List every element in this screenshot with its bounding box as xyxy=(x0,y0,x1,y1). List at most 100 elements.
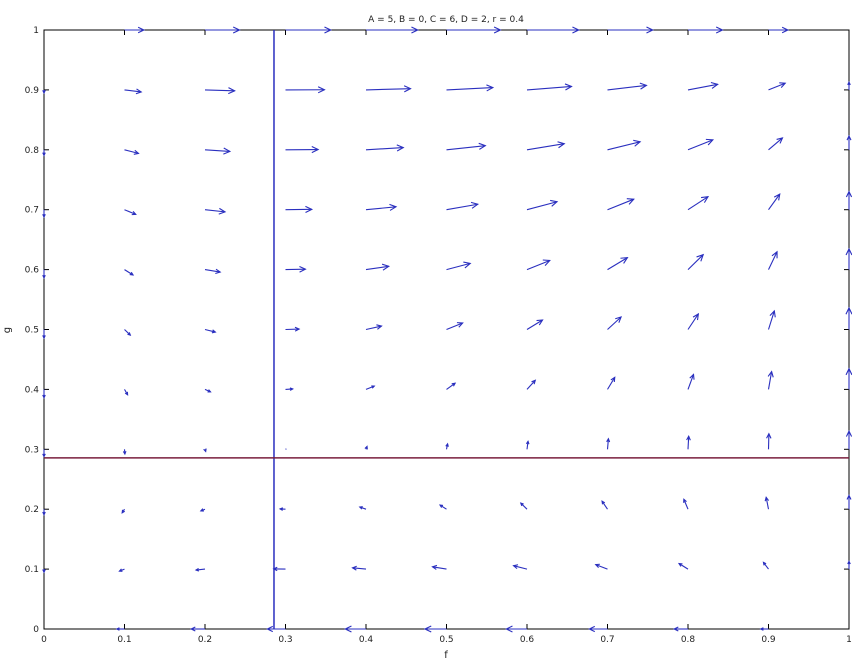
vector-field xyxy=(42,26,852,633)
arrow-head xyxy=(129,271,135,276)
arrow-shaft xyxy=(768,82,786,91)
arrow-head xyxy=(626,198,635,205)
arrow-shaft xyxy=(687,254,704,270)
vector-arrow xyxy=(847,560,851,570)
vector-arrow xyxy=(351,565,367,571)
vector-arrow xyxy=(764,496,770,510)
arrow-shaft xyxy=(526,259,550,271)
arrow-head xyxy=(505,625,513,633)
arrow-head xyxy=(493,26,502,34)
x-tick-label: 0 xyxy=(41,635,47,645)
arrow-shaft xyxy=(526,201,558,211)
arrow-head xyxy=(700,195,710,203)
arrow-head xyxy=(42,569,46,574)
arrow-shaft xyxy=(683,499,689,510)
vector-arrow xyxy=(607,316,623,330)
arrow-head xyxy=(845,247,852,256)
arrow-head xyxy=(317,86,326,94)
vector-arrow xyxy=(446,322,464,331)
x-tick-label: 0.1 xyxy=(117,635,131,645)
arrow-shaft xyxy=(124,329,131,336)
arrow-head xyxy=(218,207,227,215)
arrow-head xyxy=(371,385,376,389)
vector-arrow xyxy=(527,26,581,34)
vector-arrow xyxy=(767,370,774,390)
vector-arrow xyxy=(285,205,314,213)
arrow-head xyxy=(364,445,368,450)
arrow-shaft xyxy=(687,83,718,91)
vector-arrow xyxy=(344,625,366,633)
vector-arrow xyxy=(526,259,551,271)
arrow-shaft xyxy=(124,149,139,154)
arrow-head xyxy=(289,387,295,391)
plot-area: 0 0.1 0.2 0.3 0.4 0.5 0.6 0.7 0.8 0.9 1 0 0.1 0.2 0.3 0… xyxy=(25,26,852,645)
vector-arrow xyxy=(687,195,710,211)
arrow-head xyxy=(847,80,851,86)
arrow-head xyxy=(324,26,333,34)
arrow-head xyxy=(215,268,222,275)
vector-arrow xyxy=(767,309,776,330)
vector-arrow xyxy=(446,26,502,34)
arrow-head xyxy=(203,448,207,453)
arrow-head xyxy=(646,26,655,34)
arrow-shaft xyxy=(124,89,142,93)
vector-arrow xyxy=(588,625,608,633)
y-axis-label: g xyxy=(2,327,13,333)
vector-arrow xyxy=(526,379,537,390)
arrow-shaft xyxy=(124,209,136,215)
vector-arrow xyxy=(365,324,383,331)
arrow-head xyxy=(601,500,606,505)
vector-arrow xyxy=(768,137,784,151)
arrow-shaft xyxy=(520,502,528,510)
arrow-head xyxy=(42,274,46,280)
vector-arrow xyxy=(365,203,398,211)
vector-arrow xyxy=(203,448,207,453)
arrow-head xyxy=(228,87,236,95)
arrow-shaft xyxy=(606,438,609,450)
x-tick-label: 0.6 xyxy=(520,635,535,645)
vector-arrow xyxy=(445,442,449,450)
arrow-shaft xyxy=(687,196,709,211)
arrow-head xyxy=(42,453,46,458)
vector-arrow xyxy=(768,26,790,34)
vector-arrow xyxy=(124,329,132,336)
arrow-head xyxy=(115,627,120,631)
vector-arrow xyxy=(607,139,642,151)
vector-arrow xyxy=(285,387,295,391)
arrow-head xyxy=(403,85,412,93)
arrow-head xyxy=(445,442,449,447)
vector-arrow xyxy=(124,26,146,34)
vector-arrow xyxy=(42,449,46,458)
vector-arrow xyxy=(204,147,232,155)
vector-arrow xyxy=(199,508,206,512)
y-tick-label: 0.2 xyxy=(25,505,39,515)
arrow-shaft xyxy=(352,567,367,570)
vector-arrow xyxy=(606,437,611,450)
arrow-head xyxy=(696,253,705,262)
arrow-shaft xyxy=(607,257,628,271)
arrow-shaft xyxy=(607,316,622,330)
vector-arrow xyxy=(607,376,616,390)
arrow-shaft xyxy=(767,310,775,330)
arrow-head xyxy=(715,26,724,34)
vector-arrow xyxy=(115,627,125,631)
x-tick-label: 0.8 xyxy=(681,635,696,645)
vector-arrow xyxy=(526,83,573,91)
x-tick-label: 0.5 xyxy=(439,635,453,645)
arrow-shaft xyxy=(446,203,478,211)
vector-arrow xyxy=(768,193,781,211)
arrow-head xyxy=(776,137,784,144)
arrow-shaft xyxy=(687,139,714,151)
arrow-shaft xyxy=(365,206,397,211)
y-tick-label: 0.6 xyxy=(25,266,40,276)
arrow-head xyxy=(42,335,46,340)
arrow-head xyxy=(764,496,770,502)
vector-arrow xyxy=(846,494,852,510)
vector-arrow xyxy=(42,209,46,219)
arrow-shaft xyxy=(446,262,471,271)
arrow-head xyxy=(588,625,596,633)
arrow-shaft xyxy=(526,85,572,91)
vector-arrow xyxy=(505,625,527,633)
arrow-shaft xyxy=(195,568,206,571)
arrow-head xyxy=(42,511,46,516)
